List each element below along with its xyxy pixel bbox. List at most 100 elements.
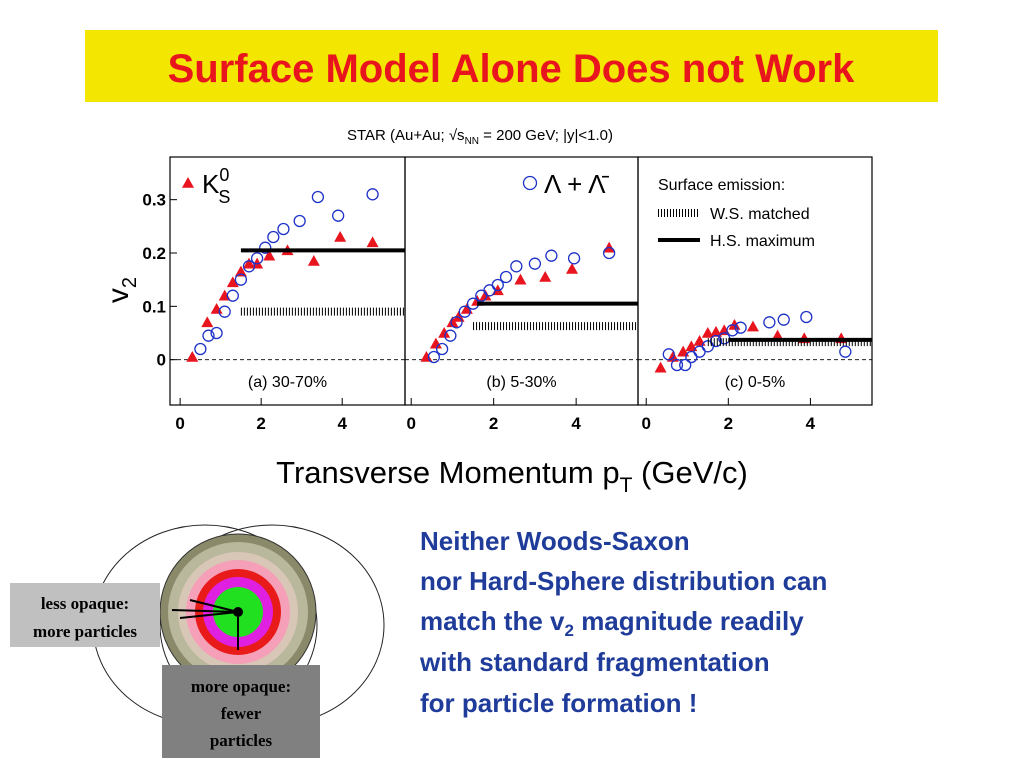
arrows: [171, 599, 239, 650]
x-tick-label: 0: [406, 414, 415, 433]
text-line: for particle formation !: [420, 688, 697, 718]
panel: 0 2 4 (b) 5-30% Λ + Λ̄: [404, 156, 639, 433]
text-line: nor Hard-Sphere distribution can: [420, 566, 827, 596]
x-tick-label: 4: [337, 414, 347, 433]
paragraph: Neither Woods-Saxon nor Hard-Sphere dist…: [419, 526, 827, 718]
y-tick-label: 0.3: [142, 191, 166, 210]
circle-marker: [522, 175, 538, 191]
circle-marker: [444, 329, 457, 342]
x-tick-label: 0: [175, 414, 184, 433]
legend-label: K0 S: [202, 165, 230, 207]
circle-marker: [528, 257, 542, 270]
circle-marker: [234, 273, 248, 286]
text-sub: 2: [565, 621, 574, 640]
triangle-marker: [182, 177, 194, 188]
circle-marker: [670, 358, 684, 372]
triangle-marker: [334, 231, 347, 242]
circle-marker: [277, 222, 290, 236]
circle-marker: [602, 246, 616, 260]
panel-frame: [637, 156, 873, 406]
panel-annotation: (a) 30-70%: [248, 374, 327, 391]
text-line: Neither Woods-Saxon: [420, 526, 690, 556]
circle-marker: [763, 316, 776, 329]
title-box: [85, 30, 938, 102]
circle-marker: [293, 214, 306, 228]
label-box: [10, 583, 160, 647]
circle-marker: [734, 321, 747, 334]
triangle-marker: [446, 316, 459, 328]
y-tick-label: 0.1: [142, 297, 166, 316]
circle-marker: [685, 350, 698, 364]
circle-marker: [331, 209, 345, 222]
legend-label: Λ + Λ̄: [544, 169, 609, 199]
x-tick-label: 4: [571, 414, 581, 433]
circle-marker: [458, 305, 471, 318]
triangle-marker: [263, 249, 276, 261]
triangle-marker: [566, 263, 579, 274]
text-line: with standard fragmentation: [419, 647, 770, 677]
triangle-marker: [243, 257, 256, 269]
triangle-marker: [366, 236, 379, 248]
y-label-main: v: [102, 288, 135, 303]
circle-marker: [218, 305, 231, 318]
triangle-marker: [746, 320, 759, 332]
diagram-label: more particles: [33, 622, 137, 641]
text-part: magnitude readily: [574, 606, 804, 636]
x-label-sub: T: [620, 474, 633, 497]
triangle-marker: [701, 327, 714, 338]
label-box: [162, 665, 320, 758]
triangle-marker: [728, 319, 741, 330]
triangle-marker: [201, 316, 214, 328]
text-line: match the v2 magnitude readily: [420, 606, 804, 640]
triangle-marker: [514, 273, 527, 285]
circle-marker: [777, 313, 790, 326]
circle-marker: [366, 188, 379, 201]
x-tick-label: 2: [489, 414, 498, 433]
triangle-marker: [226, 276, 239, 288]
circle-marker: [435, 342, 449, 356]
triangle-marker: [771, 329, 784, 341]
diagram-label: more opaque:: [191, 677, 291, 696]
circle-marker: [839, 345, 852, 358]
circle-marker: [202, 329, 215, 342]
triangle-marker: [429, 337, 442, 349]
x-tick-label: 2: [724, 414, 733, 433]
y-tick-label: 0.2: [142, 244, 166, 263]
panel: 0 2 4 (c) 0-5% Surface emission: W.S. matched…: [637, 156, 873, 433]
legend-label: H.S. maximum: [710, 233, 815, 250]
legend-label-part: 0: [219, 165, 229, 185]
triangle-marker: [438, 327, 451, 338]
circle-marker: [662, 348, 675, 361]
circle-marker: [210, 326, 223, 340]
header-text: = 200 GeV; |y|<1.0): [479, 127, 613, 144]
diagram-label: fewer: [221, 704, 262, 723]
triangle-marker: [234, 265, 247, 277]
circle-marker: [709, 334, 723, 348]
circle-marker: [250, 252, 264, 265]
triangle-marker: [479, 289, 492, 301]
y-label-sub: 2: [119, 277, 141, 288]
legend-title: Surface emission:: [658, 177, 785, 194]
circle-marker: [545, 249, 558, 262]
x-tick-label: 4: [806, 414, 816, 433]
diagram-label: less opaque:: [41, 594, 129, 613]
circle-marker: [693, 345, 706, 358]
text-part: match the v: [420, 606, 565, 636]
x-tick-label: 2: [256, 414, 265, 433]
nucleus-diagram: less opaque: more particles more opaque:…: [10, 520, 395, 758]
circle-marker: [567, 252, 581, 265]
circle-marker: [726, 324, 739, 337]
circle-marker: [499, 270, 513, 284]
y-axis-label: v2: [102, 277, 141, 303]
x-label-main: Transverse Momentum p: [276, 455, 619, 490]
circle-marker: [800, 310, 813, 324]
y-tick-label: 0: [157, 351, 166, 370]
triangle-marker: [186, 351, 199, 362]
triangle-marker: [654, 361, 667, 373]
x-tick-label: 0: [641, 414, 650, 433]
chart-header: STAR (Au+Au; √sNN = 200 GeV; |y|<1.0): [347, 127, 613, 147]
circle-marker: [679, 358, 692, 372]
slide-title: Surface Model Alone Does not Work: [168, 47, 856, 91]
legend-label-part: K: [202, 169, 220, 199]
panel-annotation: (b) 5-30%: [486, 374, 556, 391]
